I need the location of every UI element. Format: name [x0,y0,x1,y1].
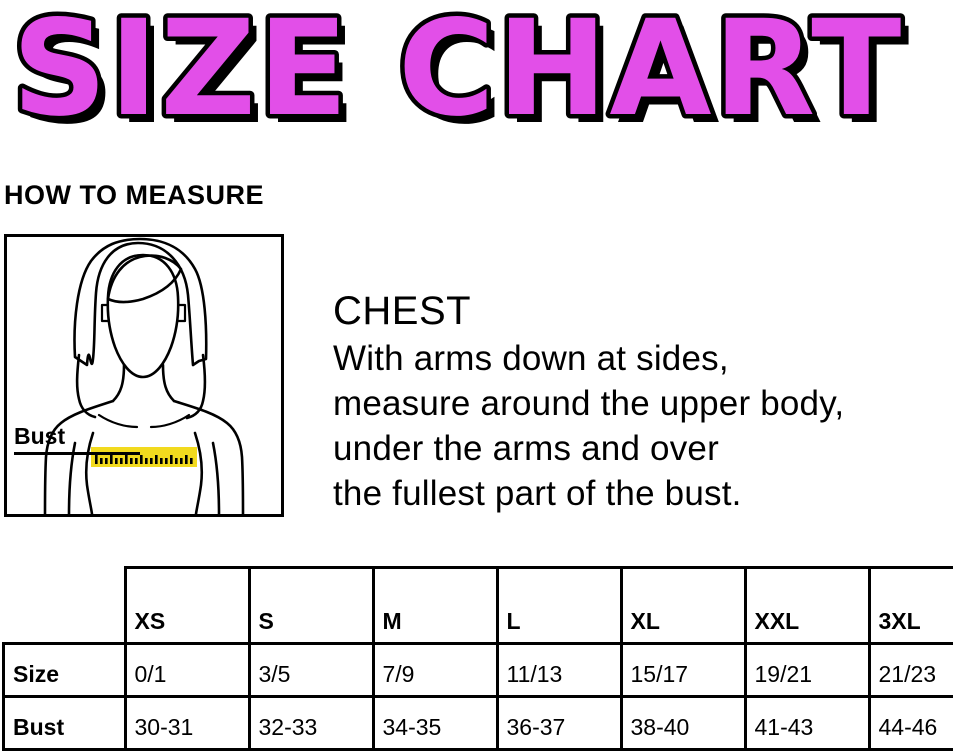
size-chart-table-wrapper: XS S M L XL XXL 3XL 4XL Size 0/1 3/5 7/9… [2,566,949,722]
table-header-cell-s: S [249,568,373,644]
description-line: the fullest part of the bust. [333,471,933,516]
table-cell: 7/9 [373,644,497,697]
size-chart-table: XS S M L XL XXL 3XL 4XL Size 0/1 3/5 7/9… [2,566,953,751]
table-header-cell-xxl: XXL [745,568,869,644]
table-row-label-size: Size [4,644,126,697]
page-title-banner: SIZE CHART SIZE CHART [0,0,953,150]
page-title: SIZE CHART [12,0,903,146]
table-cell: 44-46 [869,697,953,750]
description-line: under the arms and over [333,426,933,471]
table-header-cell-l: L [497,568,621,644]
how-to-measure-heading: HOW TO MEASURE [4,180,264,211]
table-cell: 38-40 [621,697,745,750]
table-row: Bust 30-31 32-33 34-35 36-37 38-40 41-43… [4,697,953,750]
female-torso-icon [7,237,281,514]
chest-description-lines: With arms down at sides, measure around … [333,336,933,516]
table-header-row: XS S M L XL XXL 3XL 4XL [4,568,953,644]
table-header-cell-m: M [373,568,497,644]
table-cell: 3/5 [249,644,373,697]
description-line: measure around the upper body, [333,381,933,426]
table-cell: 32-33 [249,697,373,750]
measurement-illustration-box [4,234,284,517]
table-cell: 11/13 [497,644,621,697]
table-cell: 34-35 [373,697,497,750]
bust-callout-label: Bust [14,424,134,449]
table-cell: 19/21 [745,644,869,697]
bust-leader-line [14,452,140,455]
table-cell: 21/23 [869,644,953,697]
measuring-tape [91,447,197,467]
chest-heading: CHEST [333,288,933,334]
table-corner-cell [4,568,126,644]
description-line: With arms down at sides, [333,336,933,381]
table-row: Size 0/1 3/5 7/9 11/13 15/17 19/21 21/23… [4,644,953,697]
table-cell: 15/17 [621,644,745,697]
table-header-cell-3xl: 3XL [869,568,953,644]
table-cell: 30-31 [125,697,249,750]
bust-callout: Bust [14,424,134,449]
table-row-label-bust: Bust [4,697,126,750]
chest-description-block: CHEST With arms down at sides, measure a… [333,288,933,516]
table-header-cell-xl: XL [621,568,745,644]
table-header-cell-xs: XS [125,568,249,644]
title-artwork: SIZE CHART SIZE CHART [0,0,953,150]
table-cell: 41-43 [745,697,869,750]
table-cell: 36-37 [497,697,621,750]
table-cell: 0/1 [125,644,249,697]
